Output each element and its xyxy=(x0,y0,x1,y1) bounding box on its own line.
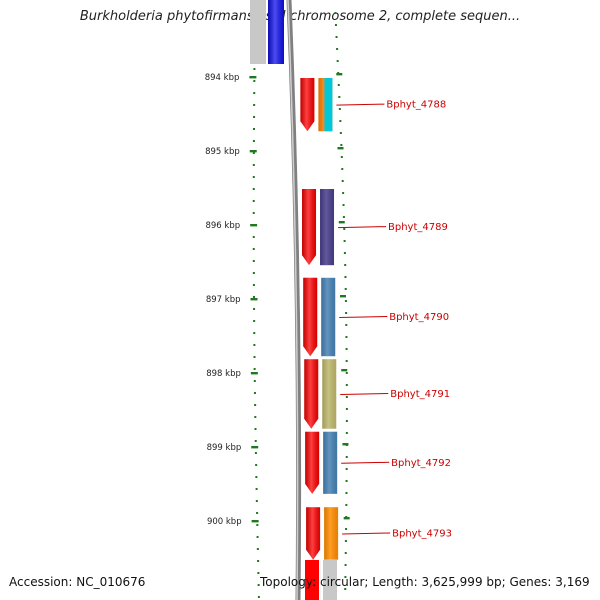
scale-tick: 896 kbp xyxy=(205,221,345,231)
scale-tick: 900 kbp xyxy=(207,517,350,527)
sequence-summary-text: Topology: circular; Length: 3,625,999 bp… xyxy=(260,575,590,589)
gene-label[interactable]: Bphyt_4788 xyxy=(336,100,446,111)
cds-arrow[interactable] xyxy=(300,78,315,132)
scale-tick: 895 kbp xyxy=(205,147,344,157)
gene-bar[interactable] xyxy=(322,359,337,429)
scale-tick: 899 kbp xyxy=(207,443,349,453)
gene-label[interactable]: Bphyt_4789 xyxy=(338,222,448,233)
gene-bar[interactable] xyxy=(318,78,333,132)
inner-scale-tick xyxy=(343,517,350,520)
scale-tick-label: 897 kbp xyxy=(206,295,241,305)
gene-label-text: Bphyt_4788 xyxy=(386,100,446,111)
scale-tick-label: 898 kbp xyxy=(206,369,241,379)
gene-label-text: Bphyt_4789 xyxy=(388,222,448,233)
scale-tick-label: 894 kbp xyxy=(205,73,240,83)
cds-arrow[interactable] xyxy=(306,507,321,560)
gene-bar[interactable] xyxy=(320,189,335,266)
gene-label[interactable]: Bphyt_4790 xyxy=(339,312,449,323)
cds-arrow[interactable] xyxy=(303,277,318,357)
scale-tick: 898 kbp xyxy=(206,369,348,379)
gene-label-text: Bphyt_4793 xyxy=(392,528,452,539)
next-cds-arrow[interactable] xyxy=(305,560,337,600)
scale-tick-label: 899 kbp xyxy=(207,443,242,453)
chromosome-backbone xyxy=(286,0,302,600)
gene-label[interactable]: Bphyt_4791 xyxy=(340,389,450,400)
scale-tick: 894 kbp xyxy=(205,73,343,83)
inner-scale-tick xyxy=(339,295,346,298)
minus-strand-gene-block[interactable] xyxy=(250,0,284,64)
inner-scale-tick xyxy=(341,369,348,372)
cds-arrow[interactable] xyxy=(302,189,317,266)
inner-scale-tick xyxy=(336,73,343,76)
gene-bar[interactable] xyxy=(321,277,336,357)
scale-tick-label: 896 kbp xyxy=(205,221,240,231)
gene-bar[interactable] xyxy=(323,431,338,494)
inner-scale-tick xyxy=(342,443,349,446)
inner-scale-tick xyxy=(338,221,345,224)
gene-label[interactable]: Bphyt_4793 xyxy=(342,528,452,539)
scale-tick-label: 895 kbp xyxy=(205,147,240,157)
inner-scale-tick xyxy=(337,147,344,150)
accession-text: Accession: NC_010676 xyxy=(9,575,146,589)
outer-ruler-dots xyxy=(252,8,260,598)
scale-tick: 897 kbp xyxy=(206,295,346,305)
cds-arrow[interactable] xyxy=(304,359,319,429)
scale-tick-label: 900 kbp xyxy=(207,517,242,527)
gene-label-text: Bphyt_4790 xyxy=(389,312,449,323)
gene-label-text: Bphyt_4791 xyxy=(390,389,450,400)
gene-bar[interactable] xyxy=(324,507,339,560)
gene-label-text: Bphyt_4792 xyxy=(391,458,451,469)
chromosome-backbone-highlight xyxy=(287,0,299,600)
cds-arrow[interactable] xyxy=(305,431,320,494)
map-title: Burkholderia phytofirmans PsJN chromosom… xyxy=(79,9,521,24)
gene-label[interactable]: Bphyt_4792 xyxy=(341,458,451,469)
